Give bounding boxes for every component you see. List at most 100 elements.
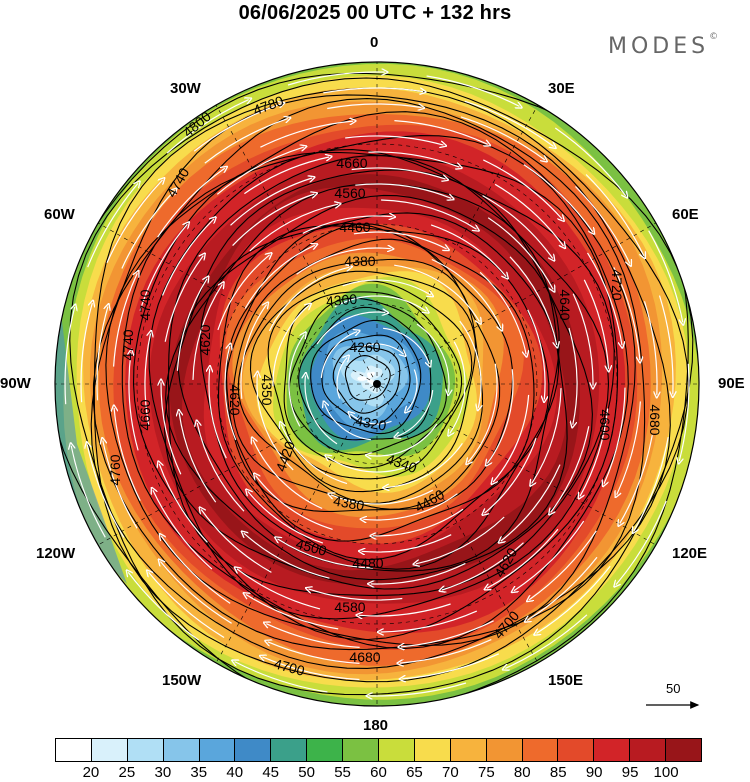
- streamline: [381, 199, 477, 229]
- colorbar-tick-label: 30: [154, 764, 172, 781]
- streamline: [574, 186, 629, 264]
- streamline: [353, 231, 447, 249]
- height-contour: [267, 280, 473, 480]
- colorbar-swatch: [127, 739, 164, 761]
- streamline: [128, 572, 200, 641]
- streamline: [537, 565, 611, 633]
- streamline: [309, 589, 403, 601]
- lon-label-60e: 60E: [672, 206, 699, 223]
- streamline: [268, 267, 349, 332]
- streamline: [359, 603, 451, 616]
- streamline: [613, 267, 640, 360]
- height-contour: [225, 222, 535, 542]
- contour-label: 4640: [557, 289, 573, 320]
- streamline: [583, 279, 608, 369]
- streamline: [204, 119, 288, 164]
- streamline: [287, 72, 385, 86]
- streamline: [334, 295, 427, 311]
- contour-label: 4660: [336, 155, 367, 171]
- streamline: [487, 369, 514, 463]
- streamline: [484, 437, 537, 513]
- streamline: [464, 100, 554, 146]
- contour-label: 4350: [259, 374, 275, 405]
- colorbar-tick-label: 40: [226, 764, 244, 781]
- streamline: [277, 539, 373, 569]
- height-contour: [92, 98, 646, 651]
- streamline: [323, 87, 423, 93]
- streamline: [363, 493, 458, 520]
- streamline: [483, 159, 562, 219]
- colorbar-swatch: [522, 739, 559, 761]
- streamline: [249, 204, 338, 252]
- modes-logo: MODES©: [608, 32, 719, 59]
- colorbar: [55, 738, 702, 762]
- colorbar-tick-label: 55: [334, 764, 351, 781]
- streamline: [176, 279, 207, 371]
- streamline: [568, 327, 578, 425]
- streamline: [244, 245, 315, 309]
- colorbar-tick-label: 60: [370, 764, 387, 781]
- streamline: [71, 446, 106, 538]
- streamline: [368, 151, 459, 167]
- streamline: [224, 346, 237, 441]
- streamline: [87, 445, 125, 538]
- streamline: [302, 216, 393, 234]
- streamline: [64, 307, 75, 405]
- streamline: [336, 357, 347, 399]
- streamline: [620, 434, 653, 523]
- height-contour: [177, 194, 560, 572]
- streamline: [113, 273, 138, 367]
- streamline: [679, 363, 690, 461]
- colorbar-tick-label: 45: [262, 764, 279, 781]
- streamline: [431, 258, 501, 329]
- streamline: [157, 168, 225, 238]
- streamline: [505, 614, 588, 669]
- height-contour: [121, 135, 629, 649]
- lon-label-30e: 30E: [548, 80, 575, 97]
- streamline: [193, 104, 282, 152]
- pole-marker: [373, 380, 381, 388]
- streamline: [527, 309, 545, 400]
- streamline: [430, 224, 506, 277]
- streamline: [161, 219, 214, 296]
- colorbar-swatch: [163, 739, 200, 761]
- streamline: [482, 195, 553, 259]
- streamline: [468, 363, 498, 463]
- streamline: [268, 642, 360, 664]
- colorbar-ticks: 20 25 30 35 40 45 50 55 60 65 70 75 80 85 90 95 100: [55, 764, 702, 782]
- colorbar-swatch: [56, 739, 92, 761]
- streamline: [416, 516, 505, 564]
- contour-label: 4600: [597, 409, 613, 440]
- streamline: [316, 312, 385, 345]
- colorbar-tick-label: 65: [406, 764, 423, 781]
- streamline: [166, 100, 249, 154]
- streamline: [355, 183, 451, 198]
- contour-label: 4260: [349, 339, 380, 355]
- streamline: [523, 164, 593, 232]
- streamline: [192, 284, 222, 380]
- height-contour: [310, 319, 422, 435]
- streamline: [216, 147, 303, 195]
- lon-label-90w: 90W: [0, 375, 31, 392]
- contour-label: 4460: [339, 219, 370, 235]
- contour-label: 4740: [120, 329, 136, 360]
- colorbar-tick-label: 35: [190, 764, 208, 781]
- contour-label: 4480: [352, 555, 383, 571]
- streamline: [240, 305, 267, 399]
- lon-label-90e: 90E: [718, 375, 745, 392]
- streamline: [383, 327, 429, 364]
- colorbar-tick-label: 100: [653, 764, 679, 781]
- streamline: [369, 682, 467, 696]
- height-contour: [132, 151, 619, 641]
- streamline: [460, 116, 545, 160]
- streamline: [103, 441, 138, 529]
- streamline: [634, 436, 669, 531]
- streamline: [342, 279, 431, 295]
- parallel: [296, 303, 458, 465]
- height-contour: [332, 345, 401, 414]
- streamline: [580, 408, 609, 497]
- streamline: [96, 307, 108, 401]
- streamline: [114, 408, 141, 501]
- streamline: [327, 104, 421, 109]
- streamline: [159, 464, 208, 543]
